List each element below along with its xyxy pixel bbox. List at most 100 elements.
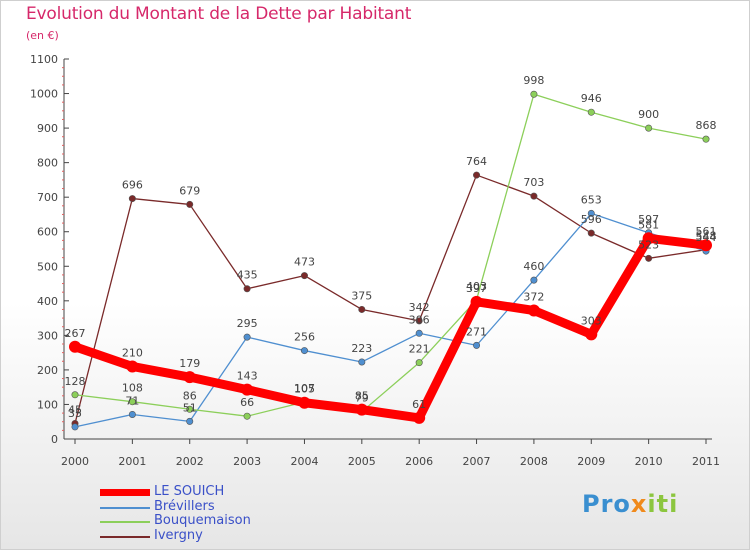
data-label: 900 xyxy=(638,108,659,121)
data-point xyxy=(186,200,194,208)
proxiti-logo: Proxiti xyxy=(582,490,678,518)
data-label: 85 xyxy=(355,390,369,403)
data-point xyxy=(470,295,483,308)
data-point xyxy=(243,412,251,420)
data-point xyxy=(126,360,139,373)
data-point xyxy=(243,333,251,341)
data-label: 108 xyxy=(122,382,143,395)
logo-part-1: Pro xyxy=(582,490,631,518)
y-tick-label: 0 xyxy=(51,433,58,446)
x-tick-label: 2003 xyxy=(233,455,261,468)
data-point xyxy=(71,423,79,431)
data-point xyxy=(530,192,538,200)
legend-label-ivergny: Ivergny xyxy=(154,528,203,543)
data-point xyxy=(128,398,136,406)
legend-label-brevillers: Brévillers xyxy=(154,499,215,514)
data-point xyxy=(128,410,136,418)
y-tick-label: 500 xyxy=(37,260,58,273)
data-point xyxy=(300,272,308,280)
y-tick-label: 1100 xyxy=(30,53,58,66)
data-label: 79 xyxy=(355,392,369,405)
data-point xyxy=(527,304,540,317)
data-label: 45 xyxy=(68,403,82,416)
x-tick-label: 2004 xyxy=(290,455,318,468)
data-point xyxy=(645,124,653,132)
data-point xyxy=(71,391,79,399)
data-point xyxy=(415,317,423,325)
data-label: 946 xyxy=(581,92,602,105)
data-point xyxy=(415,359,423,367)
data-point xyxy=(530,276,538,284)
data-label: 696 xyxy=(122,179,143,192)
data-label: 403 xyxy=(466,280,487,293)
data-label: 460 xyxy=(523,260,544,273)
data-label: 128 xyxy=(65,375,86,388)
data-label: 66 xyxy=(240,396,254,409)
y-tick-label: 200 xyxy=(37,364,58,377)
data-label: 271 xyxy=(466,325,487,338)
data-label: 764 xyxy=(466,155,487,168)
data-label: 306 xyxy=(409,313,430,326)
data-label: 210 xyxy=(122,346,143,359)
data-label: 256 xyxy=(294,331,315,344)
data-label: 223 xyxy=(351,342,372,355)
data-label: 596 xyxy=(581,213,602,226)
y-tick-label: 700 xyxy=(37,191,58,204)
data-point xyxy=(530,90,538,98)
x-tick-label: 2008 xyxy=(520,455,548,468)
data-point xyxy=(69,340,81,353)
data-point xyxy=(358,358,366,366)
data-label: 561 xyxy=(696,225,717,238)
data-point xyxy=(186,405,194,413)
data-label: 179 xyxy=(179,357,200,370)
y-tick-label: 800 xyxy=(37,157,58,170)
data-point xyxy=(702,135,710,143)
data-label: 868 xyxy=(696,119,717,132)
series-line-3 xyxy=(74,174,707,425)
x-tick-label: 2002 xyxy=(176,455,204,468)
data-point xyxy=(298,396,311,409)
legend-label-le-souich: LE SOUICH xyxy=(154,484,225,499)
data-label: 143 xyxy=(237,370,258,383)
y-tick-label: 400 xyxy=(37,295,58,308)
x-tick-label: 2007 xyxy=(463,455,491,468)
legend-swatch-bouquemaison xyxy=(100,521,150,523)
data-point xyxy=(585,328,598,341)
x-tick-label: 2001 xyxy=(118,455,146,468)
data-point xyxy=(645,254,653,262)
data-label: 303 xyxy=(581,314,602,327)
data-point xyxy=(587,209,595,217)
x-tick-label: 2010 xyxy=(635,455,663,468)
legend-swatch-ivergny xyxy=(100,536,150,538)
x-tick-label: 2005 xyxy=(348,455,376,468)
data-label: 295 xyxy=(237,317,258,330)
data-label: 435 xyxy=(237,269,258,282)
x-tick-label: 2006 xyxy=(405,455,433,468)
data-point xyxy=(183,371,196,384)
data-label: 342 xyxy=(409,301,430,314)
data-point xyxy=(642,232,655,245)
data-label: 523 xyxy=(638,238,659,251)
data-label: 267 xyxy=(65,327,86,340)
data-label: 581 xyxy=(638,218,659,231)
data-label: 998 xyxy=(523,74,544,87)
data-point xyxy=(415,329,423,337)
data-point xyxy=(473,171,481,179)
data-label: 703 xyxy=(523,176,544,189)
data-label: 397 xyxy=(466,282,487,295)
chart-subtitle: (en €) xyxy=(26,29,59,42)
data-label: 86 xyxy=(183,389,197,402)
x-tick-label: 2011 xyxy=(692,455,720,468)
data-label: 221 xyxy=(409,343,430,356)
series-line-1 xyxy=(74,212,707,428)
data-label: 71 xyxy=(125,394,139,407)
data-label: 35 xyxy=(68,407,82,420)
data-point xyxy=(473,341,481,349)
data-label: 544 xyxy=(696,231,717,244)
x-tick-label: 2009 xyxy=(577,455,605,468)
legend-label-bouquemaison: Bouquemaison xyxy=(154,513,251,528)
data-label: 375 xyxy=(351,289,372,302)
series-line-0 xyxy=(70,233,711,423)
data-point xyxy=(355,403,368,416)
